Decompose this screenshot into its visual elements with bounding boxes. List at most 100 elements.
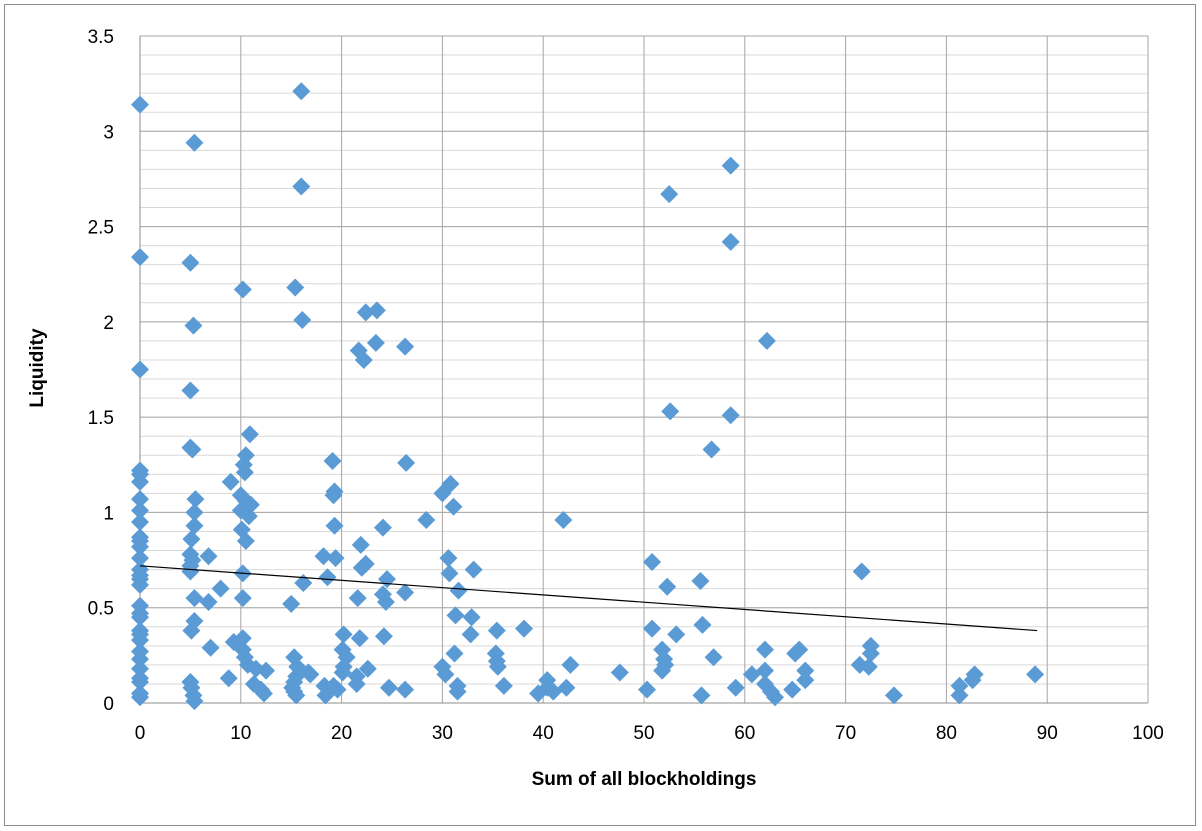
y-tick-labels: 0 0.5 1 1.5 2 2.5 3 3.5 bbox=[88, 27, 114, 715]
data-point bbox=[287, 686, 306, 705]
data-point bbox=[233, 280, 252, 299]
data-point bbox=[790, 640, 809, 659]
data-point bbox=[334, 625, 353, 644]
data-point bbox=[436, 665, 455, 684]
data-point bbox=[755, 661, 774, 680]
data-point bbox=[131, 688, 149, 707]
data-point bbox=[131, 537, 149, 556]
data-point bbox=[233, 589, 252, 608]
y-tick-label: 3.5 bbox=[88, 27, 114, 48]
data-point bbox=[396, 680, 415, 699]
data-point bbox=[323, 451, 342, 470]
data-point bbox=[755, 640, 774, 659]
data-point bbox=[757, 331, 776, 350]
x-tick-label: 90 bbox=[1037, 723, 1058, 744]
data-point bbox=[643, 552, 662, 571]
y-tick-label: 3 bbox=[103, 122, 114, 143]
x-tick-label: 80 bbox=[936, 723, 957, 744]
data-point bbox=[440, 564, 459, 583]
data-point bbox=[515, 619, 534, 638]
data-point bbox=[184, 316, 203, 335]
data-point bbox=[692, 686, 711, 705]
data-point bbox=[446, 606, 465, 625]
data-point bbox=[282, 594, 301, 613]
data-point bbox=[181, 253, 200, 272]
data-point bbox=[131, 575, 149, 594]
data-point bbox=[366, 333, 385, 352]
data-point bbox=[796, 661, 815, 680]
data-point bbox=[660, 185, 679, 204]
data-point bbox=[356, 303, 375, 322]
y-tick-label: 2 bbox=[103, 313, 114, 334]
y-tick-label: 0.5 bbox=[88, 599, 114, 620]
data-point bbox=[351, 535, 370, 554]
data-point bbox=[348, 589, 367, 608]
data-point bbox=[131, 659, 149, 678]
data-point bbox=[221, 472, 240, 491]
x-tick-labels: 0 10 20 30 40 50 60 70 80 90 100 bbox=[135, 723, 1164, 744]
data-point bbox=[293, 310, 312, 329]
data-point bbox=[181, 381, 200, 400]
data-point bbox=[439, 549, 458, 568]
data-point bbox=[487, 621, 506, 640]
data-point bbox=[852, 562, 871, 581]
data-point bbox=[667, 625, 686, 644]
data-point bbox=[950, 676, 969, 695]
data-point bbox=[554, 511, 573, 530]
data-point bbox=[766, 688, 785, 707]
data-point bbox=[356, 554, 375, 573]
x-tick-label: 20 bbox=[331, 723, 352, 744]
data-point bbox=[324, 486, 343, 505]
data-point bbox=[185, 516, 204, 535]
y-tick-label: 2.5 bbox=[88, 218, 114, 239]
data-point bbox=[721, 232, 740, 251]
trendline-group bbox=[139, 565, 1038, 632]
data-point bbox=[318, 568, 337, 587]
data-point bbox=[131, 512, 149, 531]
y-axis-title: Liquidity bbox=[27, 328, 48, 408]
data-point bbox=[354, 350, 373, 369]
data-point bbox=[796, 671, 815, 690]
data-point bbox=[301, 665, 320, 684]
data-point bbox=[638, 680, 657, 699]
x-tick-label: 10 bbox=[230, 723, 251, 744]
data-point bbox=[449, 581, 468, 600]
data-point bbox=[377, 570, 396, 589]
data-point bbox=[131, 631, 149, 650]
data-point bbox=[185, 133, 204, 152]
data-point bbox=[131, 360, 149, 379]
data-point bbox=[704, 648, 723, 667]
x-tick-label: 40 bbox=[533, 723, 554, 744]
data-point bbox=[199, 592, 218, 611]
data-point bbox=[236, 532, 255, 551]
data-point bbox=[693, 615, 712, 634]
data-point bbox=[292, 177, 311, 196]
y-tick-label: 1.5 bbox=[88, 408, 114, 429]
data-point bbox=[328, 680, 347, 699]
data-point bbox=[859, 657, 878, 676]
data-point bbox=[131, 501, 149, 520]
data-point bbox=[396, 583, 415, 602]
data-point bbox=[131, 95, 149, 114]
data-point bbox=[131, 490, 149, 509]
data-point bbox=[374, 627, 393, 646]
data-point bbox=[610, 663, 629, 682]
data-point bbox=[721, 156, 740, 175]
data-point bbox=[643, 619, 662, 638]
data-point bbox=[358, 659, 377, 678]
data-point bbox=[367, 301, 386, 320]
data-point bbox=[1026, 665, 1045, 684]
data-point bbox=[544, 682, 563, 701]
data-point bbox=[347, 674, 366, 693]
data-point bbox=[131, 549, 149, 568]
data-point bbox=[461, 625, 480, 644]
data-point bbox=[726, 678, 745, 697]
data-point bbox=[186, 490, 205, 509]
data-point bbox=[333, 663, 352, 682]
data-point bbox=[373, 518, 392, 537]
data-point bbox=[131, 608, 149, 627]
x-tick-label: 60 bbox=[734, 723, 755, 744]
data-point bbox=[658, 577, 677, 596]
data-point bbox=[884, 686, 903, 705]
y-tick-label: 1 bbox=[103, 503, 114, 524]
